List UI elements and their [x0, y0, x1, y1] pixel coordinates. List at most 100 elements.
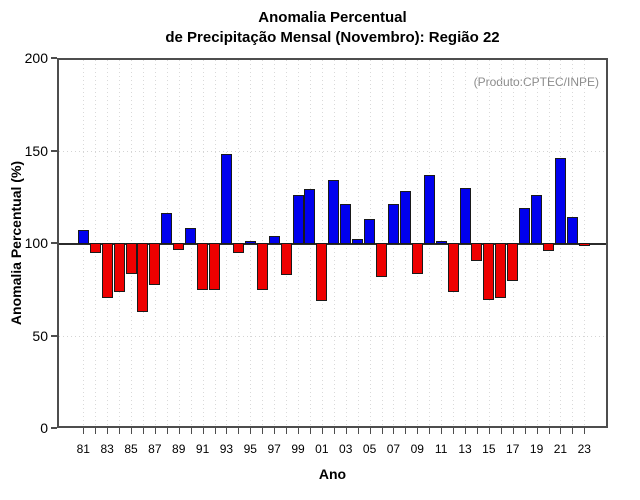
y-tick-label: 50 — [32, 327, 48, 344]
x-tick — [429, 428, 431, 434]
y-tick-label: 0 — [40, 420, 48, 436]
horizontal-gridline — [59, 335, 606, 337]
x-tick-label: 21 — [553, 442, 568, 456]
x-tick — [476, 428, 478, 434]
x-tick — [488, 428, 490, 434]
x-tick — [309, 428, 311, 434]
y-tick — [51, 427, 57, 429]
bar-2015 — [483, 243, 495, 300]
bar-2018 — [519, 207, 531, 244]
x-tick — [524, 428, 526, 434]
x-tick — [536, 428, 538, 434]
bar-1992 — [209, 243, 220, 291]
x-tick — [465, 428, 466, 434]
x-tick-label: 95 — [243, 442, 257, 456]
x-axis-title: Ano — [318, 466, 347, 482]
x-tick — [572, 428, 574, 434]
bar-1981 — [77, 230, 89, 244]
bar-1996 — [256, 243, 268, 291]
bar-1983 — [101, 243, 113, 298]
producer-annotation: (Produto:CPTEC/INPE) — [474, 75, 599, 89]
bar-2010 — [423, 174, 435, 244]
bar-2006 — [376, 243, 387, 278]
y-tick — [51, 242, 57, 244]
x-tick-label: 87 — [148, 442, 162, 456]
chart-title-line2: de Precipitação Mensal (Novembro): Regiã… — [165, 29, 500, 46]
y-tick-label: 150 — [24, 142, 48, 159]
x-tick-label: 09 — [410, 442, 424, 456]
x-tick-label: 15 — [482, 442, 496, 456]
x-tick — [548, 428, 550, 434]
x-tick — [83, 428, 85, 434]
bar-1997 — [268, 235, 280, 244]
bar-1985 — [125, 243, 137, 274]
x-tick-label: 05 — [362, 442, 377, 456]
bar-2000 — [304, 189, 316, 244]
x-tick-label: 89 — [172, 442, 186, 456]
bar-1990 — [185, 228, 197, 244]
x-tick — [214, 428, 216, 434]
bar-2017 — [507, 243, 519, 281]
x-tick — [202, 428, 204, 434]
x-tick — [226, 428, 228, 434]
chart-title: Anomalia Percentual de Precipitação Mens… — [57, 8, 608, 48]
y-tick — [51, 57, 57, 59]
bar-2014 — [471, 243, 483, 261]
bar-2005 — [364, 218, 376, 244]
bar-1991 — [197, 243, 209, 291]
x-tick-label: 23 — [577, 442, 591, 456]
bar-1995 — [244, 241, 256, 244]
bar-1988 — [161, 213, 173, 244]
x-tick — [119, 428, 121, 434]
x-tick-label: 11 — [434, 442, 448, 456]
x-tick — [500, 428, 502, 434]
x-tick — [584, 428, 586, 434]
x-tick-label: 03 — [339, 442, 353, 456]
bar-2023 — [578, 243, 590, 246]
bar-1994 — [232, 243, 244, 254]
x-tick — [321, 428, 323, 434]
x-tick — [107, 428, 109, 434]
bar-1993 — [220, 154, 232, 244]
bar-1987 — [149, 243, 161, 285]
x-tick — [178, 428, 180, 434]
bar-2001 — [316, 243, 328, 302]
x-tick — [345, 428, 347, 434]
x-tick — [393, 428, 395, 434]
x-tick — [131, 428, 132, 434]
x-tick-label: 97 — [267, 442, 281, 456]
bar-2011 — [435, 241, 447, 244]
plot-area: (Produto:CPTEC/INPE) — [57, 58, 608, 428]
bar-2020 — [543, 243, 554, 252]
bar-2022 — [566, 217, 578, 244]
x-tick-label: 17 — [506, 442, 520, 456]
x-tick — [381, 428, 383, 434]
x-tick-label: 83 — [100, 442, 114, 456]
horizontal-gridline — [59, 150, 606, 152]
bar-1984 — [113, 243, 125, 293]
x-tick — [357, 428, 359, 434]
bar-2013 — [459, 187, 471, 244]
x-tick — [142, 428, 144, 434]
bar-2021 — [554, 157, 566, 244]
bar-2003 — [340, 204, 352, 244]
y-tick — [51, 149, 57, 152]
x-tick — [262, 428, 264, 434]
x-tick — [250, 428, 252, 434]
x-tick — [190, 428, 192, 434]
x-tick — [560, 428, 562, 434]
bar-2002 — [328, 180, 340, 244]
x-tick — [512, 428, 514, 434]
y-tick-label: 200 — [24, 50, 48, 66]
x-tick — [154, 428, 156, 434]
x-tick — [417, 428, 419, 434]
bar-2019 — [531, 194, 543, 244]
x-tick — [453, 428, 455, 434]
x-tick-label: 07 — [386, 442, 401, 456]
bar-2008 — [399, 191, 411, 244]
baseline-100 — [59, 243, 606, 245]
x-tick — [369, 428, 371, 434]
bar-1986 — [137, 243, 149, 313]
bar-2012 — [447, 243, 459, 293]
